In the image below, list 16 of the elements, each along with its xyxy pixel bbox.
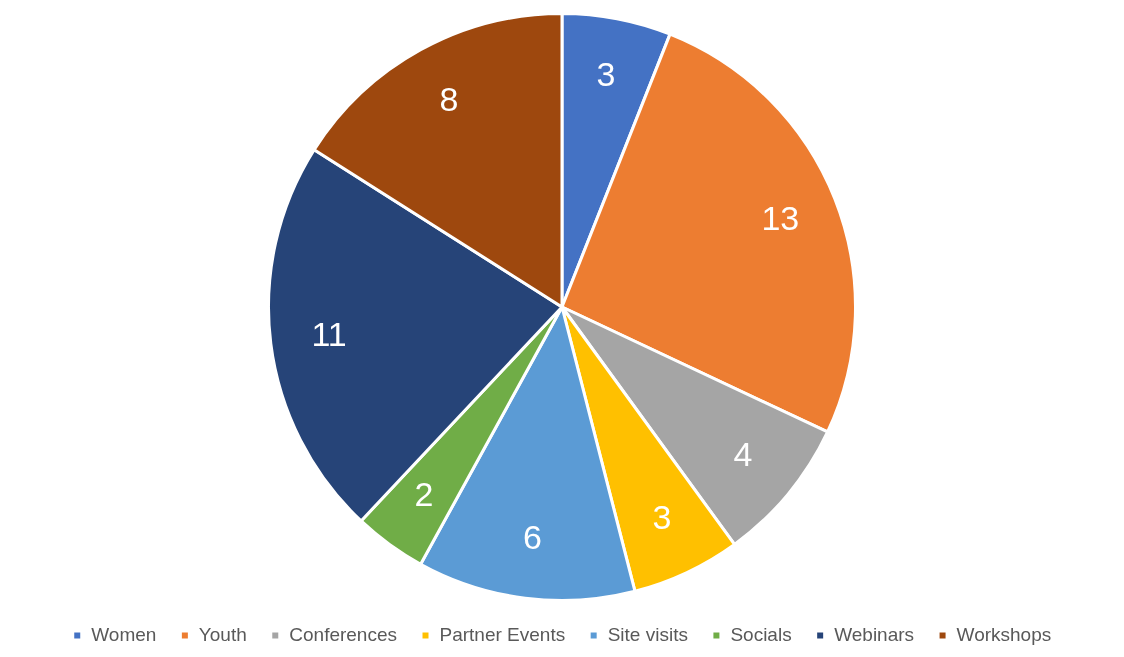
legend-label: Workshops bbox=[956, 623, 1052, 645]
data-label: 13 bbox=[761, 198, 800, 237]
legend-label: Site visits bbox=[607, 623, 688, 645]
legend-label: Partner Events bbox=[439, 623, 566, 645]
legend-label: Webinars bbox=[834, 623, 915, 645]
data-label: 8 bbox=[439, 79, 459, 118]
legend-label: Conferences bbox=[289, 623, 398, 645]
data-label: 2 bbox=[414, 475, 434, 514]
legend-label: Youth bbox=[198, 623, 247, 645]
data-label: 3 bbox=[652, 497, 672, 536]
legend-label: Women bbox=[91, 623, 157, 645]
legend-label: Socials bbox=[730, 623, 792, 645]
data-label: 4 bbox=[733, 435, 753, 474]
data-label: 6 bbox=[523, 518, 543, 557]
data-label: 11 bbox=[311, 314, 347, 353]
data-label: 3 bbox=[596, 54, 616, 93]
